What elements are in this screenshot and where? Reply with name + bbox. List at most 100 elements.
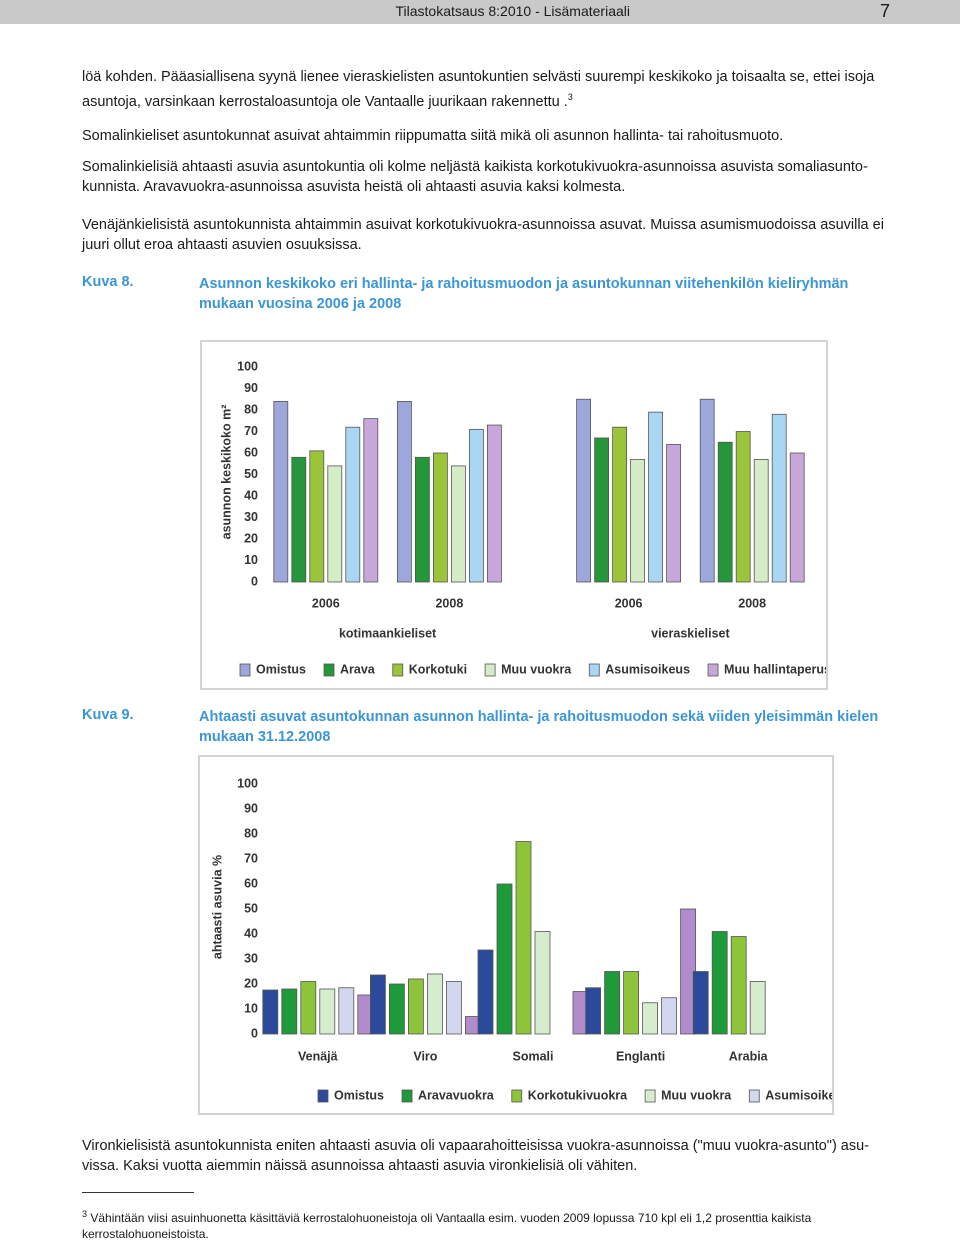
paragraph: Somalinkielisiä ahtaasti asuvia asuntoku… xyxy=(82,159,868,195)
x-tick-label: Venäjä xyxy=(298,1049,338,1063)
header-bar xyxy=(0,0,960,24)
y-tick-label: 30 xyxy=(244,951,258,965)
x-group-label: kotimaankieliset xyxy=(339,626,437,640)
x-tick-label: Somali xyxy=(513,1049,554,1063)
x-tick-label: Viro xyxy=(413,1049,437,1063)
legend-label: Muu vuokra xyxy=(501,662,572,676)
bar xyxy=(576,398,592,583)
chart: 0 10 20 30 40 50 60 70 80 90 100 ahtaasti asuvia % V… xyxy=(198,755,834,1115)
bar xyxy=(262,989,279,1035)
bar xyxy=(369,974,386,1035)
paragraph: Somalinkieliset asuntokunnat asuivat aht… xyxy=(82,128,784,144)
legend-swatch xyxy=(644,1089,656,1103)
legend-label: Arava xyxy=(340,662,376,676)
y-tick-label: 0 xyxy=(251,574,258,588)
chart: 0 10 20 30 40 50 60 70 80 90 100 asunnon keskikoko … xyxy=(200,340,828,690)
y-tick-label: 60 xyxy=(244,445,258,459)
x-tick-label: 2006 xyxy=(615,596,643,610)
bar xyxy=(426,973,443,1035)
paragraph: Vironkielisistä asuntokunnista eniten ah… xyxy=(82,1138,870,1174)
bar xyxy=(486,424,502,583)
legend-swatch xyxy=(323,663,335,677)
y-tick-label: 30 xyxy=(244,510,258,524)
legend-swatch xyxy=(484,663,496,677)
y-tick-label: 50 xyxy=(244,901,258,915)
footnote-text: Vähintään viisi asuinhuonetta käsittäviä… xyxy=(82,1211,812,1241)
legend-swatch xyxy=(707,663,719,677)
legend-label: Muu hallintaperuste xyxy=(724,662,828,676)
y-tick-label: 100 xyxy=(237,359,258,373)
y-tick-label: 40 xyxy=(244,926,258,940)
bar xyxy=(534,931,551,1035)
bar xyxy=(468,428,484,583)
bar xyxy=(363,418,379,583)
x-tick-label: Englanti xyxy=(616,1049,665,1063)
y-axis-label: ahtaasti asuvia % xyxy=(210,855,224,959)
legend-label: Korkotukivuokra xyxy=(528,1088,628,1102)
bar xyxy=(749,981,766,1035)
figure-caption: Ahtaasti asuvat asuntokunnan asunnon hal… xyxy=(199,709,879,745)
bar xyxy=(432,452,448,583)
y-tick-label: 90 xyxy=(244,801,258,815)
x-tick-label: 2008 xyxy=(435,596,463,610)
bar xyxy=(345,426,361,583)
bar xyxy=(648,411,664,583)
bar xyxy=(585,987,602,1035)
legend-label: Muu vuokra xyxy=(661,1088,732,1102)
legend-swatch xyxy=(588,663,600,677)
y-tick-label: 0 xyxy=(251,1026,258,1040)
x-tick-label: Arabia xyxy=(729,1049,769,1063)
y-tick-label: 70 xyxy=(244,424,258,438)
bar xyxy=(327,465,343,583)
bar xyxy=(623,971,640,1035)
bar xyxy=(450,465,466,583)
page-number: 7 xyxy=(879,1,890,21)
paragraph: Venäjänkielisistä asuntokunnista ahtaimm… xyxy=(82,217,884,253)
y-tick-label: 10 xyxy=(244,1001,258,1015)
bar xyxy=(477,949,494,1035)
y-tick-label: 70 xyxy=(244,851,258,865)
footnote-number: 3 xyxy=(82,1209,88,1219)
y-tick-label: 60 xyxy=(244,876,258,890)
legend-swatch xyxy=(239,663,251,677)
y-axis-label: asunnon keskikoko m² xyxy=(219,405,233,540)
legend-swatch xyxy=(392,663,404,677)
figure-caption: Asunnon keskikoko eri hallinta- ja rahoi… xyxy=(199,276,849,312)
legend-swatch xyxy=(317,1089,329,1103)
y-tick-label: 90 xyxy=(244,381,258,395)
bar xyxy=(753,459,769,583)
figure-label: Kuva 9. xyxy=(82,707,134,723)
bar xyxy=(396,401,412,583)
figure-label: Kuva 8. xyxy=(82,274,134,290)
y-tick-label: 40 xyxy=(244,488,258,502)
bar xyxy=(711,931,728,1035)
x-tick-label: 2008 xyxy=(738,596,766,610)
x-tick-label: 2006 xyxy=(312,596,340,610)
bar xyxy=(414,456,430,583)
y-tick-label: 20 xyxy=(244,976,258,990)
legend-swatch xyxy=(401,1089,413,1103)
bar xyxy=(300,981,317,1035)
y-tick-label: 20 xyxy=(244,531,258,545)
bar xyxy=(273,401,289,583)
bar xyxy=(630,459,646,583)
legend-label: Omistus xyxy=(334,1088,384,1102)
bar xyxy=(496,883,513,1035)
footnote-rule xyxy=(82,1192,194,1193)
bar xyxy=(309,450,325,583)
paragraph-text: löä kohden. Pääasiallisena syynä lienee … xyxy=(82,69,875,110)
bar xyxy=(291,456,307,583)
legend-label: Asumisoikeus xyxy=(765,1088,834,1102)
bar xyxy=(666,444,682,583)
bar xyxy=(515,841,532,1035)
y-tick-label: 80 xyxy=(244,826,258,840)
legend-label: Korkotuki xyxy=(409,662,467,676)
bar xyxy=(407,978,424,1035)
bar xyxy=(445,981,462,1035)
y-tick-label: 80 xyxy=(244,402,258,416)
bar xyxy=(771,413,787,583)
bar xyxy=(717,441,733,583)
bar xyxy=(661,997,678,1035)
header-title: Tilastokatsaus 8:2010 - Lisämateriaali xyxy=(395,3,631,19)
